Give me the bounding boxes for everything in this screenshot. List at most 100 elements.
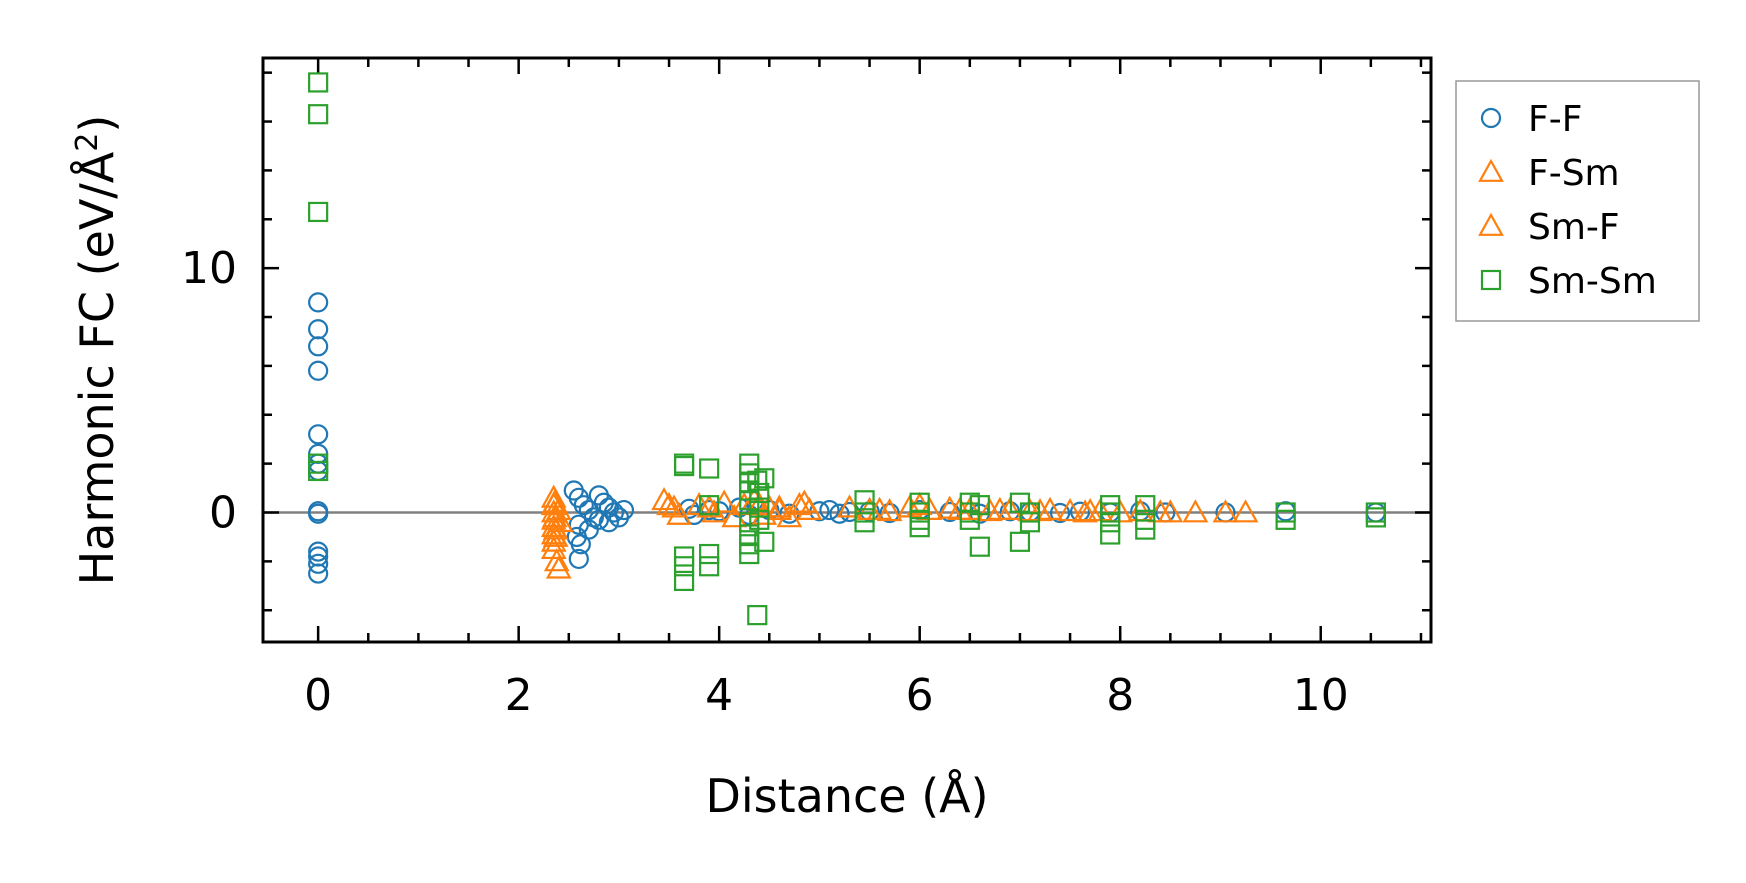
data-point-sm-f bbox=[987, 496, 1013, 520]
data-point-sm-sm bbox=[969, 536, 990, 557]
data-point-sm-sm bbox=[673, 570, 695, 592]
data-point-f-f bbox=[598, 512, 619, 533]
data-point-f-sm bbox=[1057, 498, 1083, 522]
data-point-sm-sm bbox=[699, 458, 720, 479]
x-axis-label: Distance (Å) bbox=[705, 769, 988, 823]
data-point-sm-sm bbox=[1275, 509, 1296, 530]
plot-frame bbox=[261, 56, 1433, 644]
legend-marker-f-sm bbox=[1478, 158, 1504, 182]
data-point-f-f bbox=[308, 503, 329, 524]
legend-label-sm-sm: Sm-Sm bbox=[1528, 261, 1657, 302]
data-point-f-f bbox=[819, 499, 840, 521]
data-point-sm-sm bbox=[308, 104, 329, 125]
data-point-sm-sm bbox=[747, 470, 768, 491]
x-tick-label: 6 bbox=[906, 670, 934, 721]
data-point-f-sm bbox=[543, 548, 570, 572]
data-point-sm-sm bbox=[749, 497, 770, 518]
data-point-f-f bbox=[573, 495, 594, 516]
data-point-f-sm bbox=[1072, 499, 1098, 523]
data-point-f-sm bbox=[1182, 499, 1209, 523]
y-tick-label: 0 bbox=[209, 487, 237, 538]
legend-item-f-sm: F-Sm bbox=[1478, 153, 1620, 194]
data-point-f-sm bbox=[976, 498, 1003, 522]
data-point-f-sm bbox=[540, 528, 567, 552]
data-point-sm-sm bbox=[854, 512, 875, 533]
data-point-sm-f bbox=[542, 523, 569, 547]
data-point-f-f bbox=[308, 336, 329, 357]
data-point-f-f bbox=[568, 548, 589, 570]
data-point-f-f bbox=[613, 499, 635, 521]
legend-item-f-f: F-F bbox=[1480, 99, 1582, 140]
data-point-sm-f bbox=[1077, 498, 1103, 522]
data-point-f-sm bbox=[651, 487, 677, 511]
data-point-sm-f bbox=[656, 491, 682, 516]
data-point-sm-sm bbox=[739, 543, 760, 565]
series-sm-sm bbox=[308, 72, 1386, 626]
data-points bbox=[308, 72, 1386, 626]
series-f-f bbox=[308, 292, 1386, 584]
data-point-f-sm bbox=[786, 491, 813, 516]
legend-frame bbox=[1455, 80, 1700, 322]
data-point-f-f bbox=[308, 424, 329, 445]
data-point-sm-sm bbox=[909, 517, 930, 538]
data-point-sm-sm bbox=[1365, 507, 1386, 528]
data-point-f-f bbox=[829, 503, 850, 524]
y-axis-label-superscript: 2 bbox=[70, 133, 105, 152]
data-point-f-sm bbox=[1212, 499, 1239, 523]
data-point-sm-sm bbox=[699, 495, 720, 516]
legend-label-sm-f: Sm-F bbox=[1528, 207, 1620, 248]
x-tick-label: 0 bbox=[304, 670, 332, 721]
y-tick-labels: 0 10 bbox=[181, 243, 237, 538]
data-point-sm-sm bbox=[699, 543, 720, 565]
x-tick-label: 10 bbox=[1293, 670, 1349, 721]
data-point-sm-sm bbox=[747, 605, 768, 626]
data-point-f-sm bbox=[545, 555, 572, 579]
data-point-sm-sm bbox=[1135, 495, 1156, 516]
data-point-f-f bbox=[879, 502, 900, 524]
legend-marker-sm-sm bbox=[1480, 269, 1502, 291]
legend-items: F-F F-Sm Sm-F Sm-Sm bbox=[1478, 99, 1657, 302]
data-point-sm-sm bbox=[1019, 512, 1041, 533]
data-point-sm-sm bbox=[754, 531, 775, 552]
legend-label-f-sm: F-Sm bbox=[1528, 153, 1620, 194]
data-point-sm-sm bbox=[308, 201, 329, 223]
data-point-sm-sm bbox=[673, 556, 695, 577]
data-point-sm-sm bbox=[1100, 524, 1121, 545]
data-point-sm-f bbox=[541, 489, 568, 513]
data-point-sm-sm bbox=[1100, 512, 1121, 533]
data-point-sm-sm bbox=[308, 72, 329, 93]
data-point-sm-sm bbox=[854, 490, 875, 511]
data-point-sm-sm bbox=[749, 509, 770, 530]
data-point-sm-sm bbox=[673, 453, 695, 474]
data-point-sm-f bbox=[791, 489, 818, 513]
data-point-sm-sm bbox=[969, 495, 990, 516]
data-point-f-sm bbox=[766, 496, 793, 520]
legend: F-F F-Sm Sm-F Sm-Sm bbox=[1455, 80, 1700, 322]
data-point-f-f bbox=[308, 541, 329, 562]
y-tick-label: 10 bbox=[181, 243, 237, 294]
data-point-sm-sm bbox=[1009, 531, 1031, 552]
y-axis-label-main: Harmonic FC (eV/Å bbox=[70, 151, 124, 585]
legend-marker-f-f bbox=[1480, 107, 1502, 129]
legend-item-sm-sm: Sm-Sm bbox=[1480, 261, 1657, 302]
data-point-sm-sm bbox=[1135, 519, 1156, 540]
data-point-sm-f bbox=[766, 494, 793, 518]
x-tick-label: 8 bbox=[1106, 670, 1134, 721]
data-point-sm-sm bbox=[308, 460, 329, 482]
legend-item-sm-f: Sm-F bbox=[1478, 207, 1620, 248]
x-tick-label: 2 bbox=[505, 670, 533, 721]
data-point-f-sm bbox=[1232, 499, 1259, 523]
data-point-f-f bbox=[603, 502, 625, 523]
data-point-f-f bbox=[568, 514, 589, 535]
axis-ticks bbox=[263, 58, 1431, 642]
plot-area bbox=[261, 56, 1433, 644]
y-axis-label: Harmonic FC (eV/Å2) bbox=[70, 115, 124, 586]
data-point-sm-f bbox=[542, 516, 569, 540]
x-tick-labels: 0 2 4 6 8 10 bbox=[304, 670, 1349, 721]
data-point-sm-f bbox=[696, 494, 723, 518]
legend-marker-sm-f bbox=[1478, 212, 1504, 236]
data-point-f-f bbox=[308, 319, 329, 340]
y-axis-label-close: ) bbox=[70, 115, 124, 133]
data-point-f-f bbox=[308, 292, 329, 313]
